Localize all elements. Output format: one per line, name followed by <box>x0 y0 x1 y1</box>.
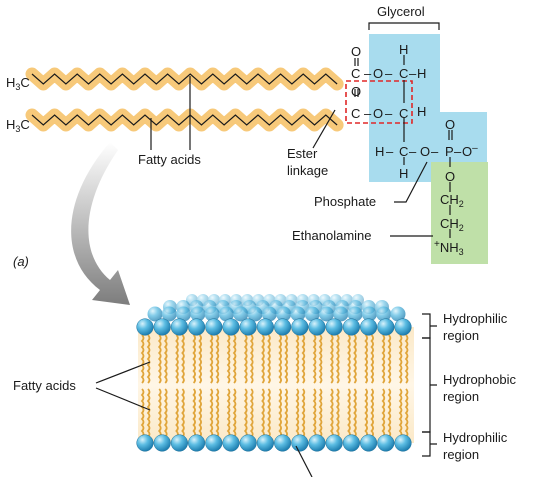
glycerol-bracket <box>368 22 440 30</box>
atom-ch2-2: CH2 <box>440 216 464 233</box>
bracket-hydrophilic-bottom <box>422 431 437 457</box>
atom-h-bottom: H <box>399 166 408 181</box>
fatty-acids-top-label: Fatty acids <box>138 152 201 167</box>
bond-1: – <box>364 66 372 81</box>
hydrophilic-top-label-1: Hydrophilic <box>443 311 508 326</box>
panel-a-label: (a) <box>13 254 29 269</box>
hydrophilic-top-label-2: region <box>443 328 479 343</box>
lipid-bilayer <box>136 294 414 452</box>
bracket-hydrophobic <box>422 337 437 433</box>
head-row-top <box>136 318 412 336</box>
svg-text:H3C: H3C <box>6 75 30 92</box>
glycerol-label: Glycerol <box>377 4 425 19</box>
fatty-acid-chain-1 <box>25 67 344 91</box>
atom-h-right-2: H <box>417 104 426 119</box>
atom-h-left-3: H <box>375 144 384 159</box>
fatty-acid-chain-2 <box>25 108 344 132</box>
atom-c-glycerol-1: C <box>399 66 408 81</box>
fatty-acids-bottom-leader-2 <box>95 387 151 411</box>
head-row-back-3 <box>147 306 406 322</box>
atom-c-carbonyl-1: C <box>351 66 360 81</box>
atom-c-glycerol-3: C <box>399 144 408 159</box>
h3c-top: H3C <box>6 75 30 92</box>
head-pointer-line <box>295 445 313 477</box>
atom-o-carbonyl-2: O <box>351 84 361 99</box>
fatty-acids-bottom-label: Fatty acids <box>13 378 76 393</box>
bonds <box>312 55 453 238</box>
bond-6: – <box>386 144 394 159</box>
atom-o-ethanolamine: O <box>445 169 455 184</box>
ethanolamine-box <box>431 162 488 264</box>
ethanolamine-label: Ethanolamine <box>292 228 372 243</box>
bond-7: – <box>409 144 417 159</box>
atom-nh3: +NH3 <box>434 239 464 257</box>
atom-o-minus: O– <box>462 143 478 159</box>
ester-linkage-box <box>345 80 413 124</box>
atom-p: P <box>445 144 454 159</box>
bond-3: – <box>409 66 417 81</box>
ester-linkage-label-2: linkage <box>287 163 328 178</box>
atom-o-phosphate-link: O <box>420 144 430 159</box>
hydrophobic-label-2: region <box>443 389 479 404</box>
bilayer-tails <box>140 334 409 438</box>
phosphate-label: Phosphate <box>314 194 376 209</box>
svg-text:H3C: H3C <box>6 117 30 134</box>
atom-ch2-1: CH2 <box>440 192 464 209</box>
atom-o-ester-1: O <box>373 66 383 81</box>
atom-h-top: H <box>399 42 408 57</box>
h3c-bottom: H3C <box>6 117 30 134</box>
atom-h-right-1: H <box>417 66 426 81</box>
atom-o-carbonyl-1: O <box>351 44 361 59</box>
atom-c-glycerol-2: C <box>399 106 408 121</box>
atom-c-carbonyl-2: C <box>351 106 360 121</box>
bond-5: – <box>385 106 393 121</box>
hydrophobic-label-1: Hydrophobic <box>443 372 516 387</box>
bond-4: – <box>364 106 372 121</box>
fatty-acids-bottom-leader-1 <box>95 361 151 384</box>
bond-8: – <box>431 144 439 159</box>
head-row-bottom <box>136 434 412 452</box>
ester-linkage-label-1: Ester <box>287 146 318 161</box>
bond-9: – <box>454 144 462 159</box>
bond-2: – <box>385 66 393 81</box>
hydrophilic-bottom-label-1: Hydrophilic <box>443 430 508 445</box>
bracket-hydrophilic-top <box>422 313 437 339</box>
phosphate-leader <box>394 161 428 203</box>
curved-arrow <box>71 142 130 305</box>
atom-o-ester-2: O <box>373 106 383 121</box>
fatty-acid-chains <box>25 67 344 132</box>
atom-o-phosphoryl: O <box>445 117 455 132</box>
hydrophilic-bottom-label-2: region <box>443 447 479 462</box>
